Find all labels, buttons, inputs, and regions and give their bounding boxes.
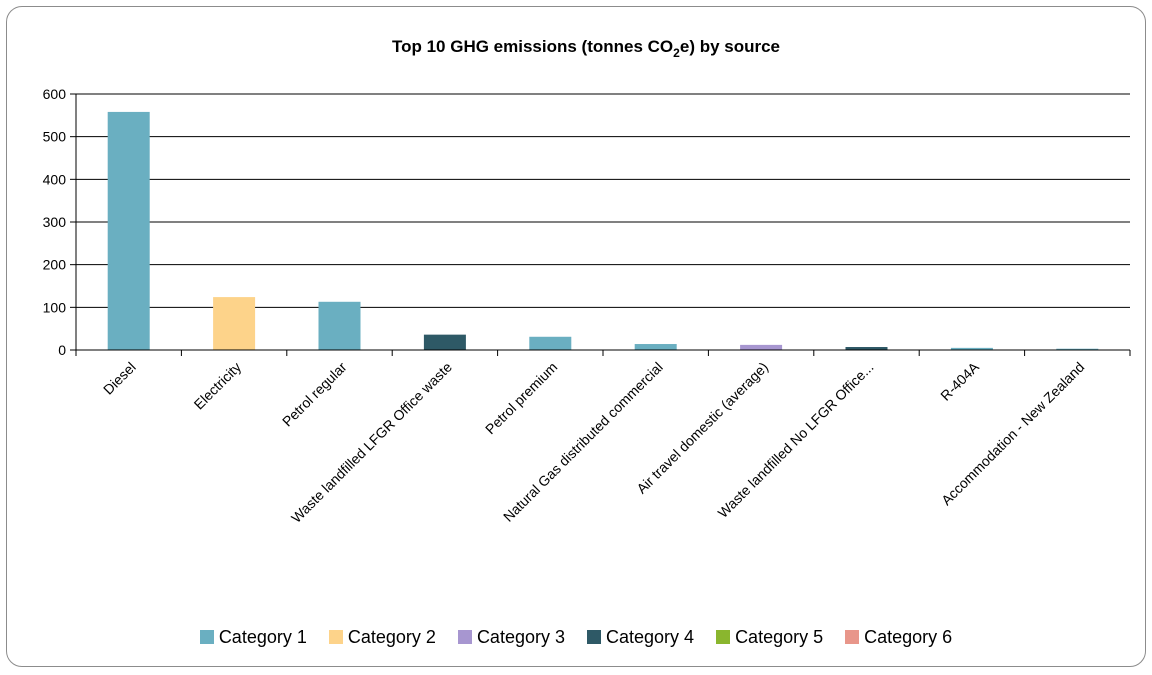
axes: [75, 94, 1131, 356]
legend-item-category-4: Category 4: [587, 627, 694, 648]
x-tick-label: Petrol regular: [279, 359, 350, 430]
bar-2: [213, 297, 256, 350]
legend-label: Category 1: [218, 626, 307, 647]
legend-swatch: [457, 630, 472, 644]
bar-1: [107, 111, 150, 350]
x-tick-label: Diesel: [100, 359, 139, 398]
bar-10: [1056, 348, 1099, 350]
legend-label: Category 6: [864, 626, 953, 647]
y-tick-label: 500: [43, 129, 67, 145]
y-tick-label: 0: [58, 342, 66, 358]
y-tick-label: 100: [43, 299, 67, 315]
legend: Category 1 Category 2 Category 3 Category 4…: [0, 624, 1152, 650]
legend-label: Category 2: [347, 626, 436, 647]
legend-item-category-5: Category 5: [716, 627, 823, 648]
bar-6: [634, 344, 677, 350]
legend-swatch: [716, 630, 731, 644]
chart-title: Top 10 GHG emissions (tonnes CO2e) by so…: [392, 37, 780, 60]
legend-swatch: [587, 630, 601, 644]
legend-label: Category 5: [735, 626, 824, 647]
legend-item-category-3: Category 3: [457, 626, 565, 648]
bars: [107, 111, 1099, 350]
legend-label: Category 4: [606, 626, 695, 647]
legend-item-category-6: Category 6: [845, 627, 952, 648]
legend-item-category-2: Category 2: [328, 626, 436, 648]
y-tick-labels: 0 100 200 300 400 500 600: [43, 86, 67, 358]
bar-4: [423, 334, 466, 350]
x-tick-label: R-404A: [937, 358, 982, 403]
legend-label: Category 3: [476, 626, 565, 647]
y-tick-label: 400: [43, 171, 67, 187]
x-tick-label: Electricity: [191, 359, 245, 413]
legend-swatch: [845, 630, 860, 644]
x-tick-label: Petrol premium: [482, 359, 560, 437]
bar-3: [318, 301, 361, 350]
bar-9: [950, 347, 993, 350]
y-tick-label: 300: [43, 214, 67, 230]
bar-7: [740, 344, 783, 350]
y-tick-label: 600: [43, 86, 67, 102]
bar-8: [845, 347, 888, 350]
bar-5: [529, 336, 572, 350]
legend-item-category-1: Category 1: [199, 626, 307, 648]
legend-swatch: [199, 630, 214, 644]
legend-swatch: [328, 630, 343, 644]
y-tick-label: 200: [43, 257, 67, 273]
chart-frame: [6, 6, 1146, 667]
